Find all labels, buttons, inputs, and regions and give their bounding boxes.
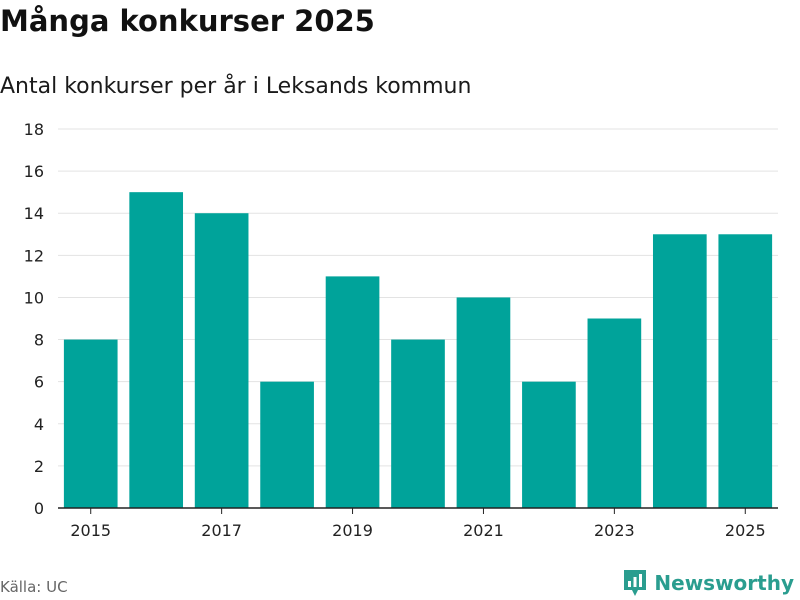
brand-logo[interactable]: Newsworthy xyxy=(622,568,794,598)
bar-chart: 0 2 4 6 8 10 12 14 16 18 2015 2017 2019 2021 2023 2025 xyxy=(24,120,778,540)
x-axis-ticks: 2015 2017 2019 2021 2023 2025 xyxy=(70,508,766,540)
bar-2022 xyxy=(522,381,576,508)
x-tick-label: 2015 xyxy=(70,521,111,540)
bar-2021 xyxy=(456,297,511,508)
bar-2024 xyxy=(652,234,707,508)
y-tick-label: 0 xyxy=(34,499,44,518)
brand-name: Newsworthy xyxy=(654,571,794,595)
y-tick-label: 2 xyxy=(34,457,44,476)
bar-2016 xyxy=(129,192,184,508)
y-tick-label: 12 xyxy=(24,246,44,265)
chart-title: Många konkurser 2025 xyxy=(0,4,375,38)
x-tick-label: 2025 xyxy=(725,521,766,540)
x-tick-label: 2017 xyxy=(201,521,242,540)
y-tick-label: 4 xyxy=(34,415,44,434)
y-tick-label: 8 xyxy=(34,331,44,350)
bar-2017 xyxy=(194,213,249,508)
bar-2020 xyxy=(391,339,445,508)
bar-chart-pin-icon xyxy=(624,570,647,596)
x-tick-label: 2023 xyxy=(594,521,635,540)
y-axis-ticks: 0 2 4 6 8 10 12 14 16 18 xyxy=(24,120,44,518)
bar-2019 xyxy=(325,276,380,508)
bar-2023 xyxy=(587,318,642,508)
y-tick-label: 10 xyxy=(24,288,44,307)
bars xyxy=(63,192,773,508)
bar-2025 xyxy=(718,234,773,508)
y-tick-label: 14 xyxy=(24,204,44,223)
source-note: Källa: UC xyxy=(0,578,68,596)
y-tick-label: 16 xyxy=(24,162,44,181)
chart-subtitle: Antal konkurser per år i Leksands kommun xyxy=(0,74,472,99)
bar-2018 xyxy=(260,381,314,508)
bar-2015 xyxy=(63,339,118,508)
y-tick-label: 18 xyxy=(24,120,44,139)
y-tick-label: 6 xyxy=(34,373,44,392)
x-tick-label: 2021 xyxy=(463,521,504,540)
x-tick-label: 2019 xyxy=(332,521,373,540)
